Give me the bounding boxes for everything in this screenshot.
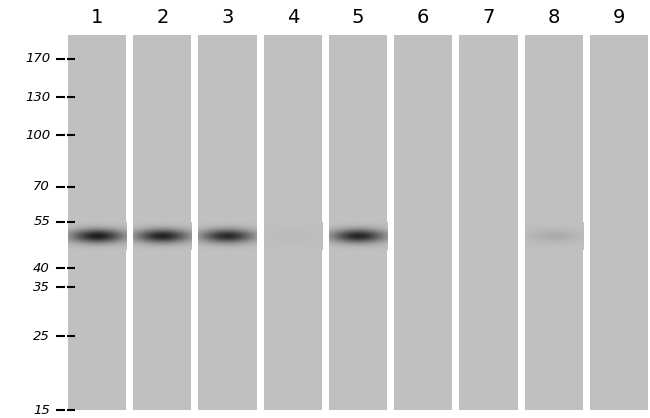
Bar bbox=[590, 35, 648, 410]
Text: 100: 100 bbox=[25, 129, 50, 142]
Text: 170: 170 bbox=[25, 52, 50, 65]
Text: 2: 2 bbox=[156, 8, 168, 27]
Bar bbox=[329, 35, 387, 410]
Bar bbox=[198, 35, 257, 410]
Text: 130: 130 bbox=[25, 91, 50, 104]
Text: 3: 3 bbox=[222, 8, 234, 27]
Bar bbox=[68, 35, 126, 410]
Bar bbox=[264, 35, 322, 410]
Bar bbox=[460, 35, 517, 410]
Text: 25: 25 bbox=[33, 329, 50, 342]
Bar bbox=[525, 35, 583, 410]
Text: 5: 5 bbox=[352, 8, 364, 27]
Text: 8: 8 bbox=[547, 8, 560, 27]
Text: 9: 9 bbox=[613, 8, 625, 27]
Bar bbox=[394, 35, 452, 410]
Text: 15: 15 bbox=[33, 403, 50, 416]
Text: 55: 55 bbox=[33, 215, 50, 228]
Text: 70: 70 bbox=[33, 181, 50, 194]
Text: 4: 4 bbox=[287, 8, 299, 27]
Text: 1: 1 bbox=[91, 8, 103, 27]
Text: 35: 35 bbox=[33, 281, 50, 294]
Text: 7: 7 bbox=[482, 8, 495, 27]
Text: 40: 40 bbox=[33, 262, 50, 275]
Bar bbox=[133, 35, 192, 410]
Text: 6: 6 bbox=[417, 8, 430, 27]
